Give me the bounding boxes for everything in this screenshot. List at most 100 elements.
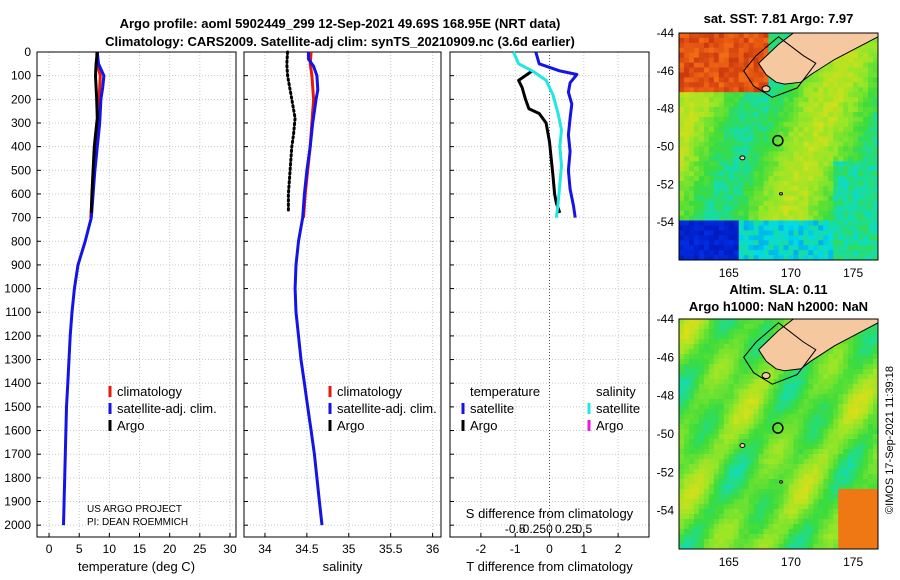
heatmap-cell	[813, 499, 819, 505]
heatmap-cell	[733, 166, 740, 172]
heatmap-cell	[738, 494, 745, 500]
heatmap-cell	[838, 499, 844, 505]
heatmap-cell	[783, 156, 789, 162]
heatmap-cell	[758, 494, 764, 500]
heatmap-cell	[718, 82, 725, 88]
heatmap-cell	[773, 97, 779, 103]
heatmap-cell	[828, 240, 834, 246]
heatmap-cell	[818, 489, 824, 495]
heatmap-cell	[738, 112, 745, 118]
heatmap-cell	[853, 102, 859, 108]
heatmap-cell	[873, 230, 879, 236]
heatmap-cell	[853, 146, 859, 152]
heatmap-cell	[743, 399, 750, 405]
heatmap-cell	[743, 439, 750, 445]
heatmap-cell	[783, 126, 789, 133]
heatmap-cell	[733, 444, 740, 450]
heatmap-cell	[738, 434, 745, 440]
heatmap-cell	[843, 494, 849, 500]
heatmap-cell	[803, 374, 809, 380]
heatmap-cell	[773, 126, 779, 133]
heatmap-cell	[823, 77, 829, 83]
heatmap-cell	[713, 319, 720, 325]
x2-tick-label: -0.5	[505, 522, 526, 536]
heatmap-cell	[684, 534, 690, 540]
heatmap-cell	[788, 220, 794, 226]
heatmap-cell	[803, 220, 809, 226]
heatmap-cell	[738, 534, 745, 540]
heatmap-cell	[853, 77, 859, 83]
heatmap-cell	[743, 394, 750, 400]
heatmap-cell	[743, 255, 750, 261]
heatmap-cell	[743, 87, 750, 93]
heatmap-cell	[833, 504, 839, 510]
heatmap-cell	[768, 250, 774, 256]
heatmap-cell	[753, 414, 759, 420]
heatmap-cell	[813, 195, 819, 202]
heatmap-cell	[708, 42, 715, 49]
heatmap-cell	[853, 210, 859, 216]
depth-tick-label: 1200	[4, 329, 31, 343]
heatmap-cell	[793, 205, 799, 211]
heatmap-cell	[748, 146, 754, 152]
heatmap-cell	[763, 329, 769, 335]
heatmap-cell	[848, 489, 854, 495]
heatmap-cell	[808, 77, 814, 83]
heatmap-cell	[783, 245, 789, 251]
heatmap-cell	[758, 464, 764, 470]
heatmap-cell	[858, 205, 864, 211]
heatmap-cell	[693, 57, 700, 63]
heatmap-cell	[718, 151, 725, 157]
heatmap-cell	[733, 539, 740, 545]
heatmap-cell	[679, 409, 685, 415]
heatmap-cell	[693, 166, 700, 172]
heatmap-cell	[833, 379, 839, 385]
heatmap-cell	[728, 379, 735, 385]
heatmap-cell	[698, 230, 705, 236]
heatmap-cell	[768, 429, 774, 435]
heatmap-cell	[738, 519, 745, 525]
heatmap-cell	[853, 444, 859, 450]
heatmap-cell	[718, 544, 725, 550]
heatmap-cell	[858, 92, 864, 98]
heatmap-cell	[684, 469, 690, 475]
heatmap-cell	[753, 539, 759, 545]
heatmap-cell	[768, 195, 774, 202]
heatmap-cell	[863, 394, 869, 400]
heatmap-cell	[828, 429, 834, 435]
heatmap-cell	[808, 240, 814, 246]
heatmap-cell	[684, 384, 690, 390]
heatmap-cell	[793, 489, 799, 495]
heatmap-cell	[713, 454, 720, 460]
heatmap-cell	[803, 171, 809, 177]
heatmap-cell	[733, 220, 740, 226]
heatmap-cell	[793, 166, 799, 172]
heatmap-cell	[763, 439, 769, 445]
heatmap-cell	[723, 489, 730, 495]
heatmap-cell	[698, 444, 705, 450]
heatmap-cell	[853, 220, 859, 226]
heatmap-cell	[728, 186, 735, 192]
heatmap-cell	[868, 195, 874, 202]
heatmap-cell	[689, 459, 695, 465]
heatmap-cell	[858, 235, 864, 241]
heatmap-cell	[758, 67, 764, 73]
heatmap-cell	[728, 121, 735, 128]
heatmap-cell	[693, 176, 700, 182]
heatmap-cell	[813, 210, 819, 216]
heatmap-cell	[728, 514, 735, 520]
heatmap-cell	[708, 449, 715, 455]
heatmap-cell	[858, 107, 864, 113]
heatmap-cell	[684, 33, 690, 39]
x-tick-label: 35	[342, 542, 356, 556]
heatmap-cell	[843, 419, 849, 425]
heatmap-cell	[798, 419, 804, 425]
heatmap-cell	[728, 161, 735, 167]
heatmap-cell	[684, 324, 690, 330]
heatmap-cell	[813, 97, 819, 103]
heatmap-cell	[728, 434, 735, 440]
heatmap-cell	[793, 399, 799, 405]
heatmap-cell	[718, 121, 725, 128]
heatmap-cell	[748, 200, 754, 207]
heatmap-cell	[713, 97, 720, 103]
